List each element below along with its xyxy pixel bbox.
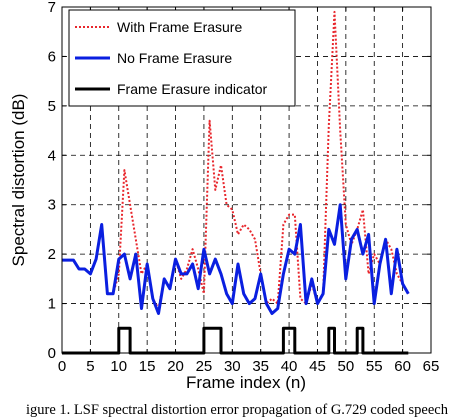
x-tick-label: 5 <box>86 358 94 375</box>
x-tick-label: 25 <box>196 358 213 375</box>
y-tick-label: 5 <box>48 98 56 115</box>
x-tick-label: 10 <box>110 358 127 375</box>
x-tick-label: 55 <box>366 358 383 375</box>
y-tick-label: 3 <box>48 197 56 214</box>
x-tick-label: 45 <box>309 358 326 375</box>
legend-label-with-frame-erasure: With Frame Erasure <box>117 19 242 35</box>
x-tick-label: 20 <box>167 358 184 375</box>
plot-frame <box>61 6 432 354</box>
x-tick-label: 40 <box>281 358 298 375</box>
figure-caption: igure 1. LSF spectral distortion error p… <box>26 402 449 418</box>
x-tick-label: 60 <box>394 358 411 375</box>
y-tick-label: 6 <box>48 48 56 65</box>
x-tick-label: 0 <box>58 358 66 375</box>
x-tick-label: 30 <box>224 358 241 375</box>
y-tick-label: 0 <box>48 345 56 362</box>
y-tick-label: 1 <box>48 296 56 313</box>
y-tick-label: 2 <box>48 246 56 263</box>
y-tick-label: 7 <box>48 0 56 16</box>
legend-label-frame-erasure-indicator: Frame Erasure indicator <box>117 81 268 97</box>
y-tick-label: 4 <box>48 147 56 164</box>
series-line-no-frame-erasure <box>62 203 410 315</box>
x-tick-label: 50 <box>338 358 355 375</box>
legend: With Frame Erasure No Frame Erasure Fram… <box>68 9 296 107</box>
y-axis-label: Spectral distortion (dB) <box>9 94 28 267</box>
x-tick-label: 65 <box>423 358 440 375</box>
x-tick-label: 35 <box>252 358 269 375</box>
series-line-frame-erasure-indicator <box>62 326 409 355</box>
x-axis-label: Frame index (n) <box>186 373 306 392</box>
series-layer <box>62 10 410 355</box>
x-tick-label: 15 <box>139 358 156 375</box>
legend-label-no-frame-erasure: No Frame Erasure <box>117 50 232 66</box>
